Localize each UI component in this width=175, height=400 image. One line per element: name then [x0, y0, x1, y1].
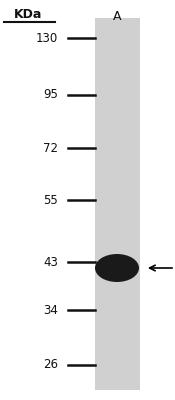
Bar	[95, 18, 140, 390]
Text: 26: 26	[43, 358, 58, 372]
Text: 130: 130	[36, 32, 58, 44]
Text: A: A	[113, 10, 121, 23]
Text: 72: 72	[43, 142, 58, 154]
Text: 34: 34	[43, 304, 58, 316]
Text: 55: 55	[43, 194, 58, 206]
Ellipse shape	[95, 254, 139, 282]
Text: 43: 43	[43, 256, 58, 268]
Text: 95: 95	[43, 88, 58, 102]
Text: KDa: KDa	[14, 8, 42, 21]
